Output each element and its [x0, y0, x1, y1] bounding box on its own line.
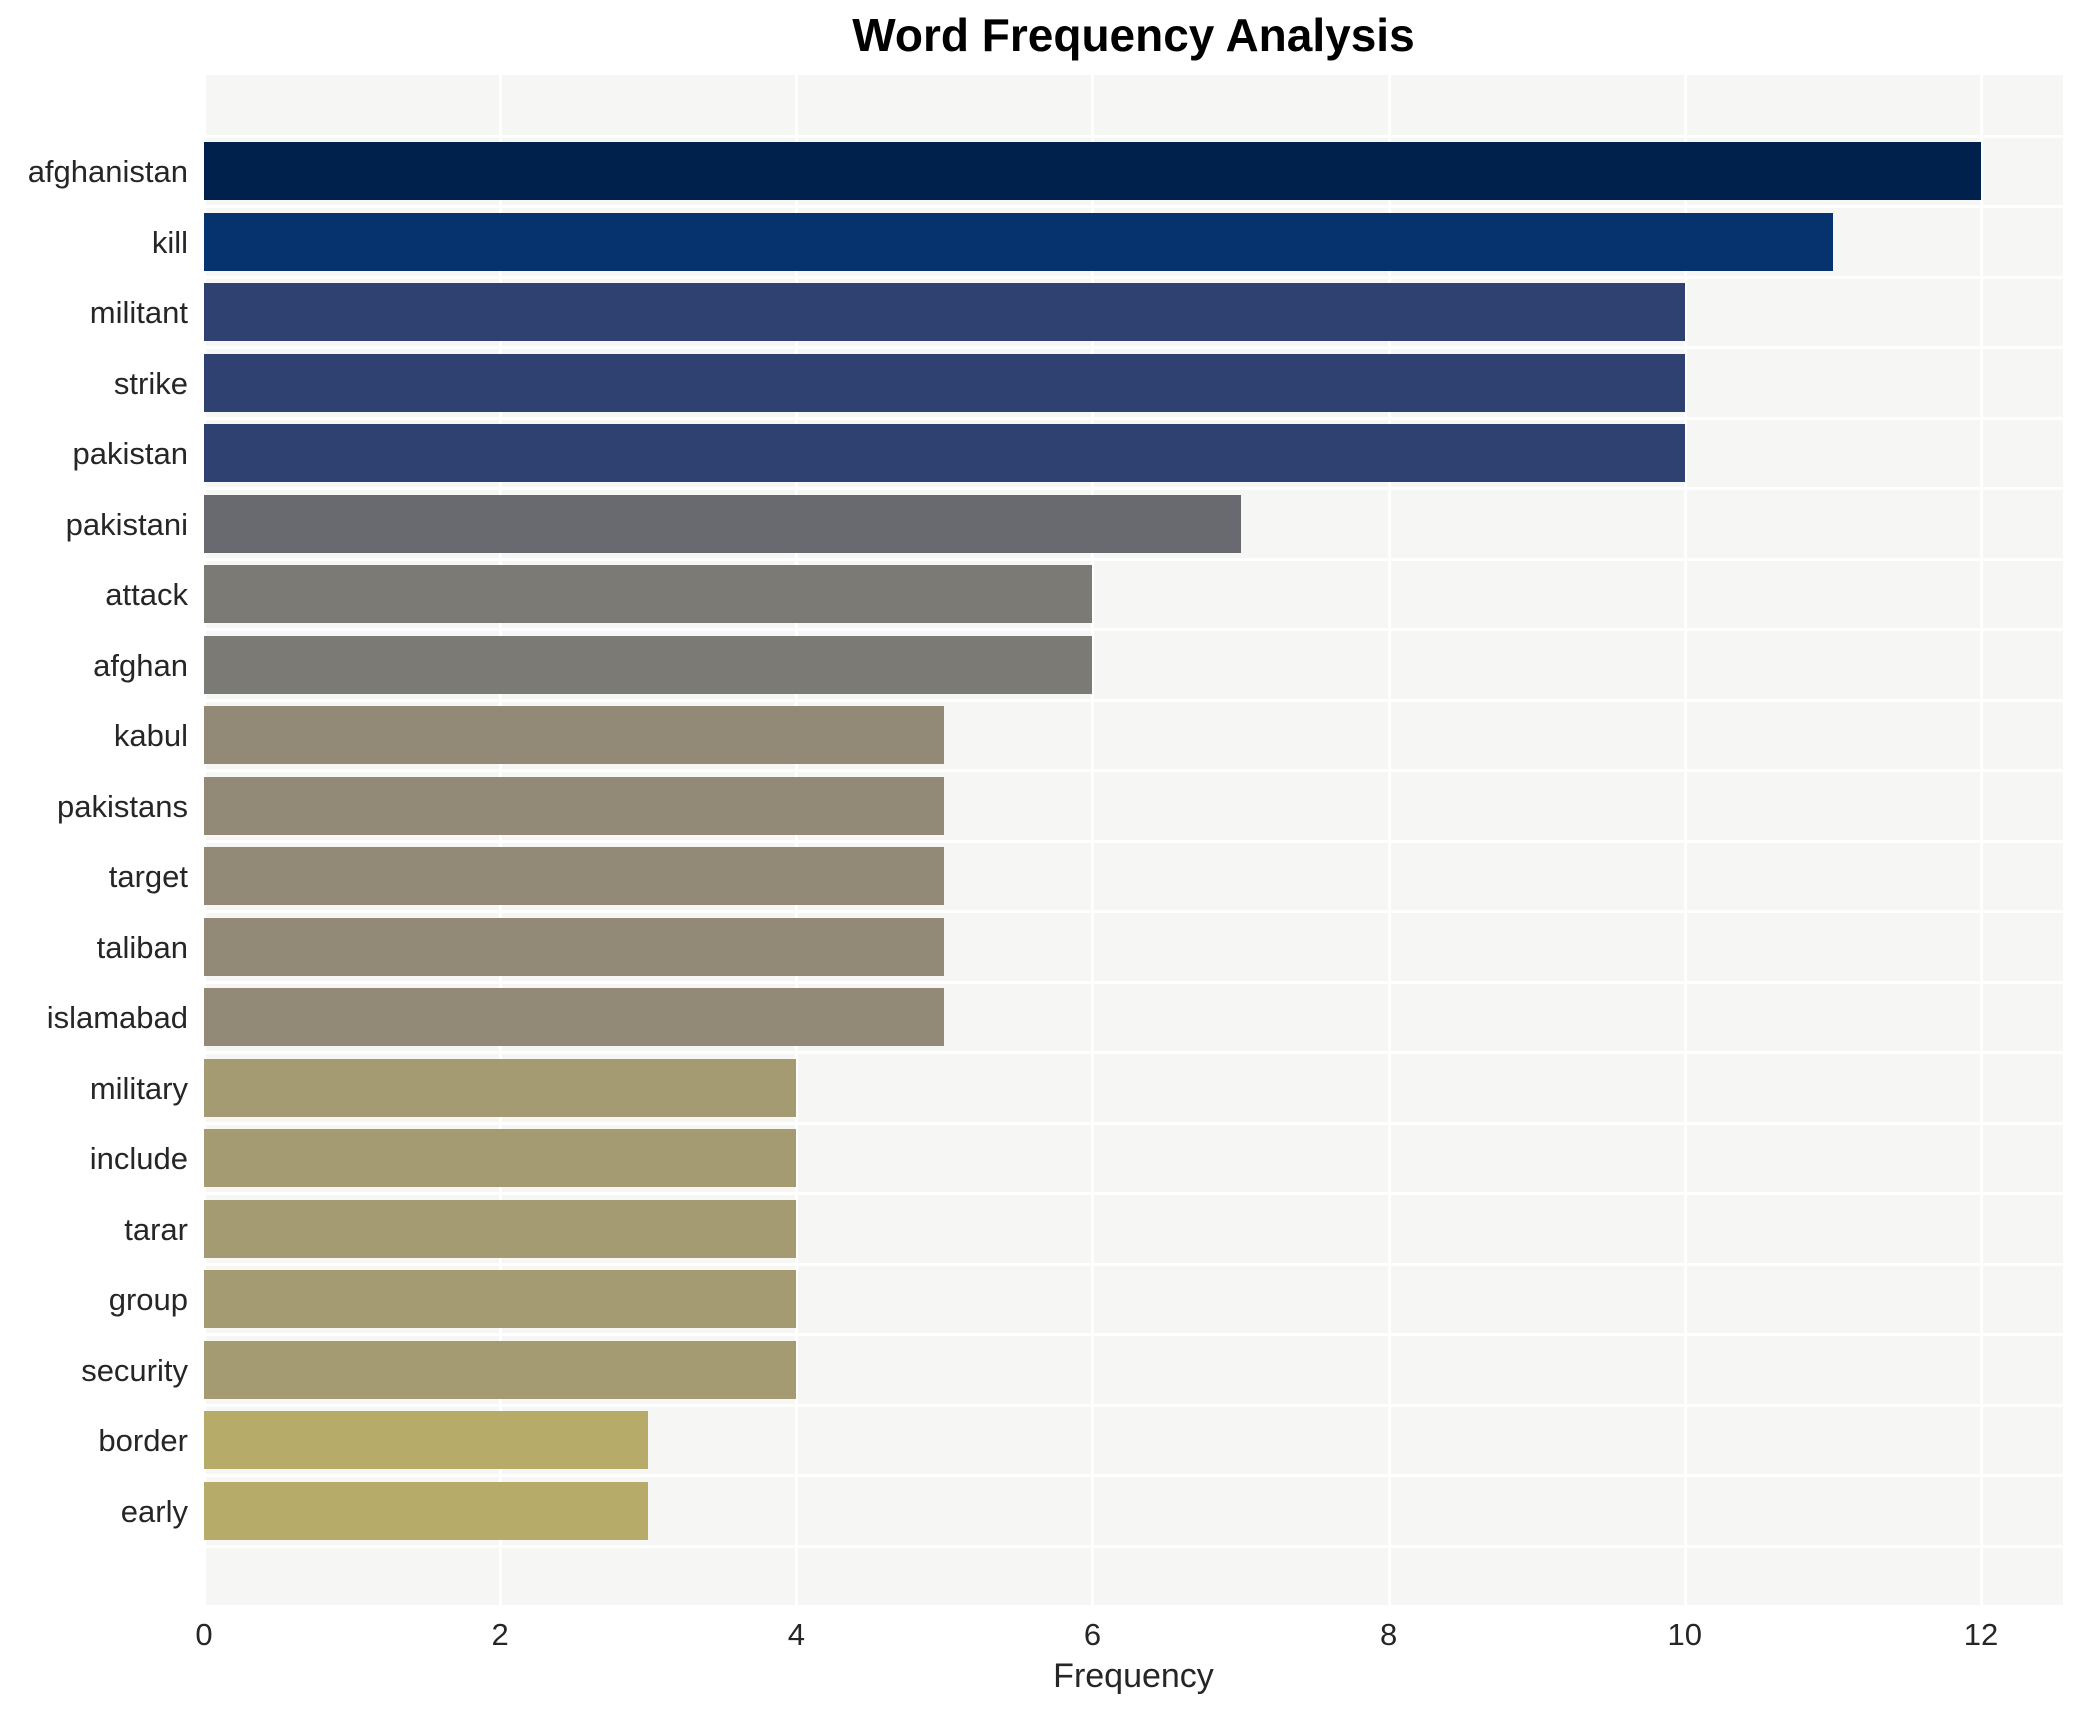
gridline-row-boundary [204, 1544, 2063, 1548]
x-tick-label-4: 4 [787, 1617, 805, 1652]
y-tick-label-afghan: afghan [93, 647, 188, 683]
y-tick-label-afghanistan: afghanistan [27, 154, 188, 189]
y-tick-label-early: early [120, 1493, 188, 1529]
x-tick-label-0: 0 [195, 1617, 213, 1652]
bar-strike [204, 353, 1685, 412]
gridline-row-boundary [204, 1333, 2063, 1336]
y-tick-label-taliban: taliban [96, 929, 188, 965]
gridline-row-boundary [204, 1262, 2063, 1266]
chart-title: Word Frequency Analysis [852, 9, 1415, 61]
gridline-row-boundary [204, 1192, 2063, 1195]
y-tick-label-pakistans: pakistans [57, 788, 188, 824]
gridline-row-boundary [204, 557, 2063, 561]
y-tick-label-pakistani: pakistani [65, 506, 188, 542]
bar-include [204, 1129, 797, 1188]
y-tick-label-islamabad: islamabad [46, 1000, 188, 1035]
bar-pakistan [204, 424, 1685, 483]
y-tick-label-kill: kill [151, 224, 188, 260]
y-tick-label-pakistan: pakistan [72, 436, 188, 471]
bar-taliban [204, 917, 945, 976]
y-tick-label-attack: attack [105, 577, 188, 612]
gridline-row-boundary [204, 628, 2063, 631]
bar-group [204, 1270, 797, 1329]
x-tick-label-2: 2 [491, 1617, 509, 1652]
gridline-row-boundary [204, 1403, 2063, 1407]
bar-military [204, 1058, 797, 1117]
gridline-row-boundary [204, 1474, 2063, 1477]
gridline-row-boundary [204, 910, 2063, 913]
y-tick-label-militant: militant [89, 295, 188, 330]
bar-tarar [204, 1199, 797, 1258]
bar-militant [204, 283, 1685, 342]
plot-area [203, 75, 2063, 1605]
bar-security [204, 1340, 797, 1399]
gridline-row-boundary [204, 134, 2063, 138]
bar-pakistani [204, 494, 1241, 553]
x-tick-label-6: 6 [1083, 1617, 1102, 1652]
gridline-row-boundary [204, 980, 2063, 984]
x-tick-label-12: 12 [1963, 1617, 1999, 1652]
y-tick-label-military: military [89, 1070, 188, 1106]
gridline-row-boundary [204, 769, 2063, 772]
gridline-row-boundary [204, 698, 2063, 702]
x-tick-label-10: 10 [1667, 1617, 1703, 1652]
bar-target [204, 847, 945, 906]
y-tick-label-include: include [89, 1141, 188, 1176]
bar-islamabad [204, 988, 945, 1047]
gridline-row-boundary [204, 1051, 2063, 1054]
x-tick-label-8: 8 [1380, 1617, 1398, 1652]
y-tick-label-tarar: tarar [124, 1211, 188, 1247]
bar-border [204, 1411, 649, 1470]
y-tick-label-target: target [108, 859, 188, 894]
y-tick-label-strike: strike [113, 365, 188, 401]
gridline-row-boundary [204, 275, 2063, 279]
x-axis-title: Frequency [1053, 1657, 1214, 1695]
y-tick-label-kabul: kabul [113, 718, 188, 753]
bar-kabul [204, 706, 945, 765]
bar-afghan [204, 635, 1093, 694]
gridline-row-boundary [204, 839, 2063, 843]
y-tick-label-border: border [98, 1423, 188, 1458]
y-tick-label-group: group [108, 1282, 188, 1317]
gridline-row-boundary [204, 205, 2063, 208]
bar-attack [204, 565, 1093, 624]
gridline-row-boundary [204, 1121, 2063, 1125]
gridline-row-boundary [204, 416, 2063, 420]
bar-pakistans [204, 776, 945, 835]
gridline-row-boundary [204, 487, 2063, 490]
gridline-row-boundary [204, 346, 2063, 349]
y-tick-label-security: security [81, 1352, 188, 1388]
bar-afghanistan [204, 142, 1981, 201]
bar-kill [204, 212, 1833, 271]
bar-early [204, 1481, 649, 1540]
